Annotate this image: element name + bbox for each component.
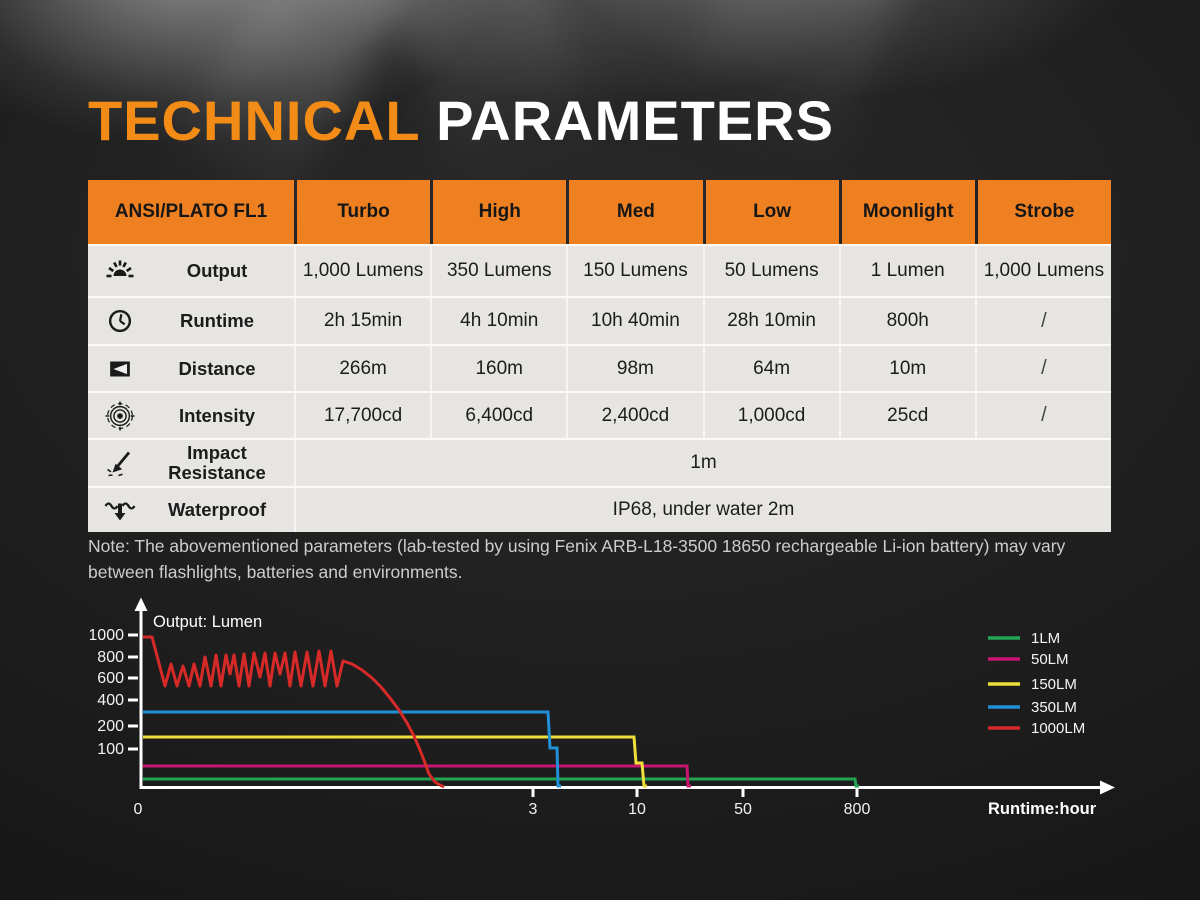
spec-table-header: ANSI/PLATO FL1 Turbo High Med Low Moonli… <box>88 180 1111 244</box>
svg-text:50: 50 <box>734 801 752 818</box>
row-label: Distance <box>178 357 256 379</box>
distance-moonlight: 10m <box>838 346 975 391</box>
waterproof-label-cell: Waterproof <box>88 488 294 532</box>
table-row-distance: Distance 266m 160m 98m 64m 10m / <box>88 344 1111 391</box>
runtime-moonlight: 800h <box>838 298 975 344</box>
distance-med: 98m <box>566 346 703 391</box>
svg-text:100: 100 <box>97 741 124 758</box>
intensity-strobe: / <box>974 393 1111 438</box>
spec-table: ANSI/PLATO FL1 Turbo High Med Low Moonli… <box>88 180 1111 532</box>
series-350lm-line <box>143 710 561 788</box>
series-1000lm-line <box>143 635 445 789</box>
distance-high: 160m <box>430 346 567 391</box>
row-label: Output <box>186 260 248 282</box>
output-moonlight: 1 Lumen <box>838 246 975 296</box>
chart-y-title: Output: Lumen <box>153 613 262 631</box>
distance-low: 64m <box>702 346 839 391</box>
table-row-impact-resistance: Impact Resistance 1m <box>88 438 1111 486</box>
intensity-label-cell: Intensity <box>88 393 294 438</box>
intensity-moonlight: 25cd <box>838 393 975 438</box>
output-strobe: 1,000 Lumens <box>974 246 1111 296</box>
x-ticks <box>531 789 859 797</box>
y-tick-labels: 1000 800 600 400 200 100 <box>90 627 124 758</box>
header-high: High <box>433 180 567 244</box>
runtime-icon <box>96 306 144 336</box>
svg-text:400: 400 <box>97 692 124 709</box>
waterproof-value: IP68, under water 2m <box>294 488 1111 532</box>
runtime-strobe: / <box>974 298 1111 344</box>
runtime-low: 28h 10min <box>702 298 839 344</box>
svg-text:10: 10 <box>628 801 646 818</box>
output-med: 150 Lumens <box>566 246 703 296</box>
page-title: TECHNICAL PARAMETERS <box>88 88 834 153</box>
distance-strobe: / <box>974 346 1111 391</box>
row-label: Intensity <box>178 404 256 426</box>
x-tick-labels: 0 3 10 50 800 <box>134 801 871 818</box>
impact-icon <box>96 447 144 479</box>
y-axis-arrow <box>134 597 148 611</box>
row-label: Impact Resistance <box>168 442 266 483</box>
svg-text:800: 800 <box>844 801 871 818</box>
output-high: 350 Lumens <box>430 246 567 296</box>
chart-legend: 1LM 50LM 150LM 350LM 1000LM <box>988 630 1085 737</box>
legend-label-1lm: 1LM <box>1031 630 1060 647</box>
output-turbo: 1,000 Lumens <box>294 246 431 296</box>
header-moonlight: Moonlight <box>841 180 975 244</box>
output-low: 50 Lumens <box>702 246 839 296</box>
output-label-cell: Output <box>88 246 294 296</box>
intensity-icon <box>96 400 144 431</box>
runtime-label-cell: Runtime <box>88 298 294 344</box>
impact-value: 1m <box>294 440 1111 486</box>
svg-text:600: 600 <box>97 670 124 687</box>
waterproof-icon <box>96 495 144 525</box>
page-title-rest: PARAMETERS <box>419 89 834 152</box>
runtime-turbo: 2h 15min <box>294 298 431 344</box>
svg-text:800: 800 <box>97 649 124 666</box>
header-turbo: Turbo <box>297 180 431 244</box>
series-1lm-line <box>143 777 859 788</box>
chart-x-title: Runtime:hour <box>988 800 1097 818</box>
legend-label-50lm: 50LM <box>1031 651 1069 668</box>
legend-label-350lm: 350LM <box>1031 699 1077 716</box>
table-row-waterproof: Waterproof IP68, under water 2m <box>88 486 1111 532</box>
x-axis-arrow <box>1100 780 1115 795</box>
svg-text:1000: 1000 <box>90 627 124 644</box>
intensity-high: 6,400cd <box>430 393 567 438</box>
header-strobe: Strobe <box>977 180 1111 244</box>
intensity-med: 2,400cd <box>566 393 703 438</box>
distance-icon <box>96 354 144 384</box>
runtime-med: 10h 40min <box>566 298 703 344</box>
intensity-low: 1,000cd <box>702 393 839 438</box>
runtime-high: 4h 10min <box>430 298 567 344</box>
legend-label-150lm: 150LM <box>1031 676 1077 693</box>
distance-label-cell: Distance <box>88 346 294 391</box>
output-icon <box>96 255 144 287</box>
header-med: Med <box>569 180 703 244</box>
runtime-chart: 1000 800 600 400 200 100 0 3 10 50 800 O… <box>90 597 1115 818</box>
row-label: Runtime <box>180 310 254 332</box>
table-row-intensity: Intensity 17,700cd 6,400cd 2,400cd 1,000… <box>88 391 1111 438</box>
series-150lm-line <box>143 735 647 788</box>
svg-text:0: 0 <box>134 801 143 818</box>
svg-text:200: 200 <box>97 718 124 735</box>
footnote: Note: The abovementioned parameters (lab… <box>88 536 1066 582</box>
page-title-highlight: TECHNICAL <box>88 89 420 152</box>
header-ansi: ANSI/PLATO FL1 <box>88 180 294 244</box>
impact-label-cell: Impact Resistance <box>88 440 294 486</box>
svg-text:3: 3 <box>529 801 538 818</box>
header-low: Low <box>705 180 839 244</box>
series-50lm-line <box>143 764 691 788</box>
table-row-output: Output 1,000 Lumens 350 Lumens 150 Lumen… <box>88 244 1111 296</box>
row-label: Waterproof <box>168 499 266 521</box>
legend-label-1000lm: 1000LM <box>1031 720 1085 737</box>
table-row-runtime: Runtime 2h 15min 4h 10min 10h 40min 28h … <box>88 296 1111 344</box>
intensity-turbo: 17,700cd <box>294 393 431 438</box>
y-ticks <box>128 633 138 751</box>
distance-turbo: 266m <box>294 346 431 391</box>
